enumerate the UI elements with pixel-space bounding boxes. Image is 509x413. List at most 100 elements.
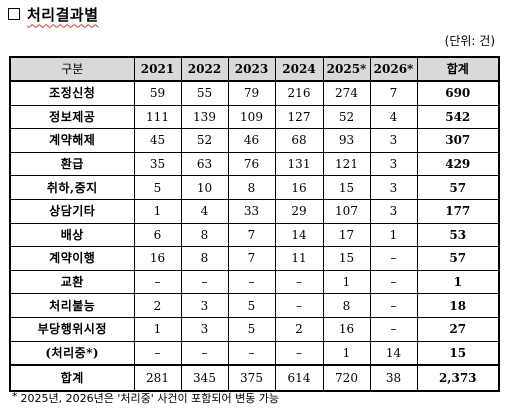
total-row: 합계 281 345 375 614 720 38 2,373 bbox=[9, 364, 500, 392]
value-cell: 45 bbox=[133, 128, 182, 153]
value-cell: 14 bbox=[274, 222, 324, 248]
row-total-cell: 307 bbox=[416, 128, 500, 153]
value-cell: 59 bbox=[133, 80, 182, 106]
table-row: 부당행위시정 1 3 5 2 16–27 bbox=[9, 316, 500, 342]
footnote-mark: * bbox=[12, 390, 18, 403]
value-cell: 3 bbox=[369, 198, 418, 224]
value-cell: 1 bbox=[322, 269, 371, 295]
value-cell: – bbox=[369, 246, 418, 271]
row-category: 계약이행 bbox=[9, 246, 135, 271]
value-cell: 281 bbox=[133, 364, 182, 392]
value-cell: 15 bbox=[322, 246, 371, 271]
value-cell: 8 bbox=[322, 293, 371, 318]
value-cell: 2 bbox=[133, 293, 182, 318]
value-cell: 16 bbox=[322, 316, 371, 342]
table-row: 조정신청 59 55 79 216 274 7 690 bbox=[9, 80, 500, 106]
value-cell: 4 bbox=[180, 198, 229, 224]
row-total-cell: 1 bbox=[416, 269, 500, 295]
value-cell: 216 bbox=[274, 80, 324, 106]
value-cell: 3 bbox=[369, 151, 418, 177]
value-cell: 68 bbox=[274, 128, 324, 153]
value-cell: 17 bbox=[322, 222, 371, 248]
row-total-cell: 15 bbox=[416, 340, 500, 366]
value-cell: 52 bbox=[180, 128, 229, 153]
value-cell: 139 bbox=[180, 104, 229, 130]
value-cell: 1 bbox=[133, 198, 182, 224]
table-row: (처리중*) – – – –1 14 15 bbox=[9, 340, 500, 366]
value-cell: 33 bbox=[227, 198, 276, 224]
value-cell: 3 bbox=[369, 175, 418, 200]
row-category: 조정신청 bbox=[9, 80, 135, 106]
value-cell: 127 bbox=[274, 104, 324, 130]
value-cell: 8 bbox=[180, 246, 229, 271]
row-category: 부당행위시정 bbox=[9, 316, 135, 342]
table-row: 환급 35 63 76 131 121 3 429 bbox=[9, 151, 500, 177]
row-total-cell: 53 bbox=[416, 222, 500, 248]
value-cell: 16 bbox=[133, 246, 182, 271]
value-cell: 1 bbox=[322, 340, 371, 366]
results-table: 구분 2021 2022 2023 2024 2025* 2026* 합계 조정신청 59 55 7… bbox=[9, 56, 500, 393]
row-category: (처리중*) bbox=[9, 340, 135, 366]
value-cell: 3 bbox=[180, 316, 229, 342]
table-row: 취하,중지 5 10 8 16 15 3 57 bbox=[9, 175, 500, 200]
value-cell: 5 bbox=[133, 175, 182, 200]
row-total-cell: 177 bbox=[416, 198, 500, 224]
table-row: 정보제공 111 139 109 127 52 4 542 bbox=[9, 104, 500, 130]
value-cell: 8 bbox=[180, 222, 229, 248]
value-cell: 4 bbox=[369, 104, 418, 130]
header-cell: 2023 bbox=[227, 56, 276, 82]
value-cell: 29 bbox=[274, 198, 324, 224]
header-cell: 2026* bbox=[369, 56, 418, 82]
value-cell: 46 bbox=[227, 128, 276, 153]
value-cell: 55 bbox=[180, 80, 229, 106]
value-cell: 35 bbox=[133, 151, 182, 177]
header-cell: 2024 bbox=[274, 56, 324, 82]
value-cell: – bbox=[274, 293, 324, 318]
value-cell: 375 bbox=[227, 364, 276, 392]
row-category: 합계 bbox=[9, 364, 135, 392]
header-cell: 2021 bbox=[133, 56, 182, 82]
value-cell: – bbox=[227, 340, 276, 366]
footnote-text: 2025년, 2026년은 '처리중' 사건이 포함되어 변동 가능 bbox=[20, 392, 280, 405]
value-cell: 3 bbox=[369, 128, 418, 153]
value-cell: 6 bbox=[133, 222, 182, 248]
value-cell: – bbox=[227, 269, 276, 295]
section-title-text: 처리결과별 bbox=[27, 5, 99, 24]
row-category: 처리불능 bbox=[9, 293, 135, 318]
checkbox-square-icon bbox=[8, 8, 20, 20]
row-total-cell: 27 bbox=[416, 316, 500, 342]
value-cell: 8 bbox=[227, 175, 276, 200]
value-cell: 63 bbox=[180, 151, 229, 177]
row-total-cell: 57 bbox=[416, 246, 500, 271]
row-total-cell: 2,373 bbox=[416, 364, 500, 392]
value-cell: 76 bbox=[227, 151, 276, 177]
value-cell: 131 bbox=[274, 151, 324, 177]
value-cell: 10 bbox=[180, 175, 229, 200]
value-cell: 38 bbox=[369, 364, 418, 392]
header-category: 구분 bbox=[9, 56, 135, 82]
value-cell: 7 bbox=[227, 222, 276, 248]
row-total-cell: 18 bbox=[416, 293, 500, 318]
value-cell: – bbox=[369, 269, 418, 295]
value-cell: 15 bbox=[322, 175, 371, 200]
value-cell: 1 bbox=[369, 222, 418, 248]
value-cell: 16 bbox=[274, 175, 324, 200]
footnote: * 2025년, 2026년은 '처리중' 사건이 포함되어 변동 가능 bbox=[12, 390, 279, 406]
value-cell: 5 bbox=[227, 293, 276, 318]
value-cell: – bbox=[180, 269, 229, 295]
value-cell: – bbox=[274, 340, 324, 366]
unit-label: (단위: 건) bbox=[444, 34, 495, 48]
value-cell: – bbox=[133, 340, 182, 366]
value-cell: – bbox=[133, 269, 182, 295]
row-category: 취하,중지 bbox=[9, 175, 135, 200]
value-cell: 79 bbox=[227, 80, 276, 106]
value-cell: 274 bbox=[322, 80, 371, 106]
value-cell: 11 bbox=[274, 246, 324, 271]
value-cell: – bbox=[274, 269, 324, 295]
value-cell: 3 bbox=[180, 293, 229, 318]
row-total-cell: 690 bbox=[416, 80, 500, 106]
table-row: 계약해제 45 52 46 68 93 3 307 bbox=[9, 128, 500, 153]
value-cell: – bbox=[369, 316, 418, 342]
value-cell: 2 bbox=[274, 316, 324, 342]
row-category: 정보제공 bbox=[9, 104, 135, 130]
